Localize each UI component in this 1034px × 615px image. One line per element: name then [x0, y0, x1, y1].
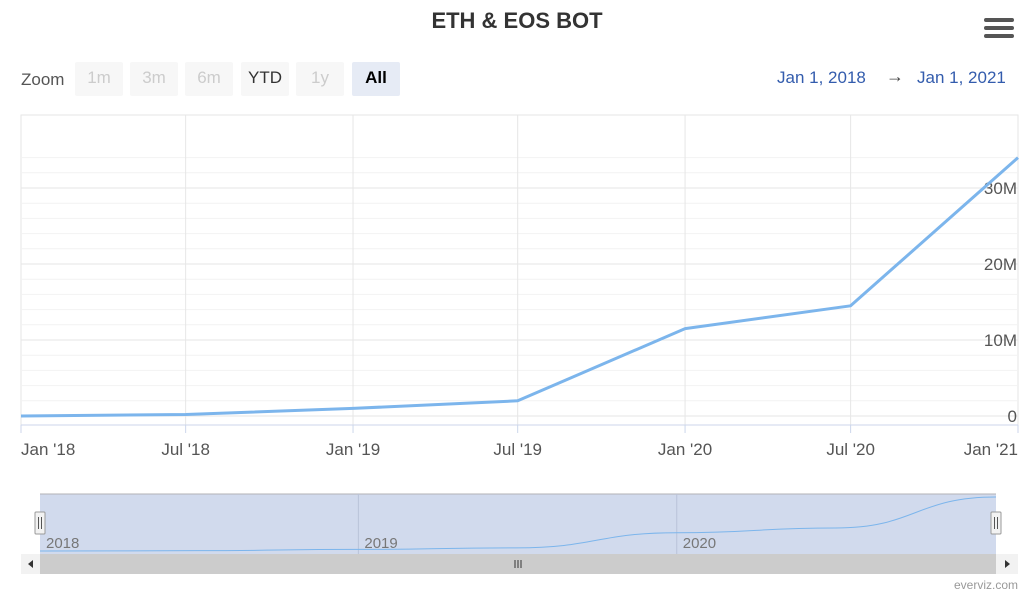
- x-tick-label: Jul '19: [493, 440, 542, 459]
- navigator-left-handle[interactable]: [34, 511, 46, 535]
- range-arrow: →: [886, 66, 904, 86]
- zoom-ytd-button[interactable]: YTD: [241, 62, 289, 96]
- navigator-right-handle[interactable]: [990, 511, 1002, 535]
- zoom-label: Zoom: [21, 70, 65, 89]
- chart-title: ETH & EOS BOT: [431, 8, 603, 33]
- range-from-input[interactable]: Jan 1, 2018: [777, 68, 866, 87]
- zoom-1y-button[interactable]: 1y: [296, 62, 344, 96]
- navigator-label: 2019: [364, 535, 397, 552]
- hamburger-menu-icon[interactable]: [984, 18, 1014, 42]
- left-arrow-icon[interactable]: [28, 560, 33, 568]
- series-line: [20, 156, 1019, 418]
- zoom-6m-button[interactable]: 6m: [185, 62, 233, 96]
- y-axis-labels: 0 10M 20M 30M: [984, 179, 1017, 426]
- navigator-label: 2020: [683, 535, 716, 552]
- zoom-all-button[interactable]: All: [352, 62, 400, 96]
- x-tick-label: Jan '20: [658, 440, 712, 459]
- x-tick-label: Jul '20: [826, 440, 875, 459]
- y-tick-label: 20M: [984, 255, 1017, 274]
- right-arrow-icon[interactable]: [1005, 560, 1010, 568]
- x-axis-labels: Jan '18 Jul '18 Jan '19 Jul '19 Jan '20 Jul '…: [21, 440, 1018, 459]
- plot-frame: [20, 114, 1019, 426]
- navigator-scrollbar[interactable]: [21, 554, 1018, 574]
- x-tick-label: Jul '18: [161, 440, 210, 459]
- x-tick-label: Jan '19: [326, 440, 380, 459]
- navigator-series-line: [39, 496, 997, 552]
- x-tick-label: Jan '18: [21, 440, 75, 459]
- chart-grid: [20, 114, 1019, 433]
- x-tick-label: Jan '21: [964, 440, 1018, 459]
- y-tick-label: 10M: [984, 331, 1017, 350]
- navigator-selection: [40, 494, 996, 554]
- navigator: 2018 2019 2020: [21, 493, 1018, 574]
- zoom-1m-button[interactable]: 1m: [75, 62, 123, 96]
- y-tick-label: 30M: [984, 179, 1017, 198]
- range-to-input[interactable]: Jan 1, 2021: [917, 68, 1006, 87]
- y-tick-label: 0: [1008, 407, 1017, 426]
- zoom-3m-button[interactable]: 3m: [130, 62, 178, 96]
- credits-link[interactable]: everviz.com: [953, 578, 1018, 592]
- navigator-label: 2018: [46, 535, 79, 552]
